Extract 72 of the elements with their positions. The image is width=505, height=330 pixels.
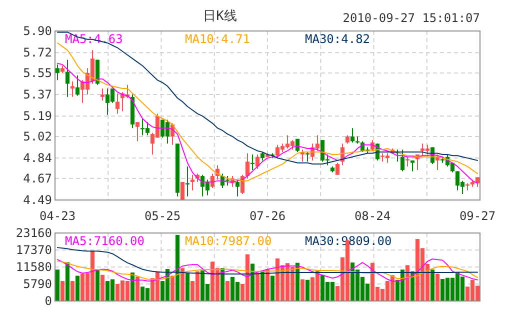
x-tick-label: 05-25	[144, 209, 181, 223]
x-tick-label: 04-23	[39, 209, 76, 223]
text: MA30:9809.00	[305, 234, 392, 248]
bar	[306, 280, 310, 301]
bar	[96, 270, 100, 301]
candlestick	[116, 92, 120, 114]
bar	[226, 281, 230, 301]
y-tick-label: 5.02	[23, 129, 52, 144]
bar	[70, 281, 74, 301]
y-tick-label: 17370	[16, 243, 52, 257]
bar	[56, 270, 60, 301]
candlestick	[56, 64, 60, 81]
candlestick	[136, 122, 140, 142]
text: 2010-09-27 15:01:07	[342, 11, 480, 25]
y-tick-label: 23160	[16, 226, 52, 240]
series-label: MA5:7160.00	[65, 234, 144, 248]
bar	[270, 276, 274, 301]
line-series	[57, 247, 478, 274]
bar	[296, 262, 300, 301]
bar	[76, 276, 80, 301]
y-tick-label: 5.19	[23, 109, 52, 124]
y-tick-label: 4.84	[23, 151, 52, 166]
y-tick-label: 5.90	[23, 24, 52, 38]
series-label: MA10:7987.00	[185, 234, 272, 248]
y-tick-label: 0	[44, 294, 52, 308]
bar	[100, 274, 104, 301]
candlestick	[70, 80, 74, 98]
bar	[260, 270, 264, 301]
bar	[60, 281, 64, 301]
bar	[406, 265, 410, 301]
x-tick-label: 08-24	[354, 209, 391, 223]
candlestick	[336, 162, 340, 176]
candlestick	[400, 149, 404, 172]
candlestick	[256, 154, 260, 170]
candlestick	[190, 174, 194, 191]
bar	[300, 279, 304, 301]
candlestick	[76, 74, 80, 96]
x-tick-label: 07-26	[249, 209, 286, 223]
candlestick	[236, 179, 240, 197]
bar	[256, 273, 260, 301]
candlestick	[406, 156, 410, 167]
candlestick	[100, 88, 104, 102]
bar	[66, 262, 70, 301]
candlestick	[66, 59, 70, 98]
candlestick	[186, 166, 190, 197]
y-tick-label: 4.49	[23, 193, 52, 207]
y-tick-label: 4.67	[23, 171, 52, 186]
bar	[136, 276, 140, 301]
y-tick-label: 5.37	[23, 88, 52, 102]
bar	[176, 234, 180, 301]
y-tick-label: 5.72	[23, 46, 52, 60]
bar	[250, 264, 254, 301]
bar	[220, 268, 224, 301]
chart-title: 日K线	[203, 9, 237, 24]
candlestick	[246, 152, 250, 179]
text: MA10:4.71	[185, 32, 250, 46]
y-tick-label: 5790	[23, 277, 52, 291]
bar	[266, 270, 270, 301]
bar	[186, 273, 190, 301]
bar	[436, 274, 440, 301]
line-series	[57, 32, 478, 165]
candlestick	[210, 173, 214, 189]
bar	[170, 276, 174, 301]
bar	[430, 270, 434, 301]
candlestick	[476, 176, 480, 188]
bar	[180, 268, 184, 301]
text: MA30:4.82	[305, 32, 370, 46]
x-tick-label: 09-27	[459, 209, 496, 223]
y-tick-label: 11580	[16, 260, 52, 274]
y-tick-label: 5.55	[23, 66, 52, 80]
bar	[130, 272, 134, 301]
candlestick	[350, 128, 354, 143]
